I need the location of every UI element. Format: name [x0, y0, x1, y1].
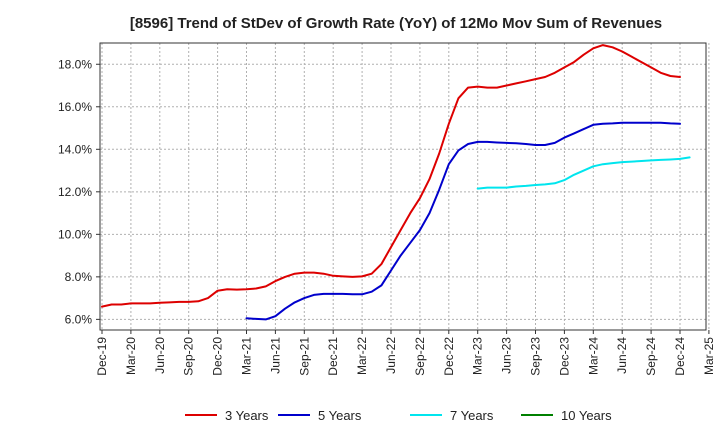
x-tick-label: Mar-20	[124, 337, 138, 375]
x-tick-label: Dec-21	[326, 337, 340, 376]
x-tick-label: Jun-24	[615, 337, 629, 374]
x-axis: Dec-19 Mar-20 Jun-20 Sep-20 Dec-20 Mar-21 Jun-…	[95, 330, 716, 376]
x-tick-label: Mar-23	[471, 337, 485, 375]
legend-label: 7 Years	[450, 408, 494, 423]
series-line-5-years	[245, 121, 681, 321]
chart-title: [8596] Trend of StDev of Growth Rate (Yo…	[130, 15, 662, 32]
legend-label: 3 Years	[225, 408, 269, 423]
x-tick-label: Mar-25	[702, 337, 716, 375]
x-tick-label: Dec-23	[557, 337, 571, 376]
x-tick-label: Dec-22	[442, 337, 456, 376]
x-tick-label: Dec-19	[95, 337, 109, 376]
x-tick-label: Sep-22	[413, 337, 427, 376]
y-tick-label: 14.0%	[58, 142, 92, 156]
y-tick-label: 6.0%	[65, 312, 93, 326]
legend-label: 5 Years	[318, 408, 362, 423]
x-tick-label: Mar-21	[240, 337, 254, 375]
y-tick-label: 8.0%	[65, 270, 93, 284]
series-lines	[101, 44, 691, 321]
plot-frame	[99, 42, 707, 331]
series-line-7-years	[476, 156, 691, 190]
y-tick-label: 12.0%	[58, 185, 92, 199]
legend-label: 10 Years	[561, 408, 612, 423]
series-line-3-years	[101, 44, 681, 308]
legend: 3 Years 5 Years 7 Years 10 Years	[185, 408, 612, 423]
x-tick-label: Mar-24	[586, 337, 600, 375]
gridlines	[100, 43, 710, 330]
x-tick-label: Sep-20	[182, 337, 196, 376]
x-tick-label: Jun-20	[153, 337, 167, 374]
x-tick-label: Jun-23	[500, 337, 514, 374]
x-tick-label: Jun-22	[384, 337, 398, 374]
y-tick-label: 18.0%	[58, 57, 92, 71]
y-tick-label: 10.0%	[58, 227, 92, 241]
x-tick-label: Dec-20	[211, 337, 225, 376]
y-tick-label: 16.0%	[58, 100, 92, 114]
x-tick-label: Sep-24	[644, 337, 658, 376]
x-tick-label: Dec-24	[673, 337, 687, 376]
x-tick-label: Sep-21	[297, 337, 311, 376]
x-tick-label: Sep-23	[529, 337, 543, 376]
y-axis: 6.0% 8.0% 10.0% 12.0% 14.0% 16.0% 18.0%	[58, 57, 100, 326]
x-tick-label: Jun-21	[268, 337, 282, 374]
x-tick-label: Mar-22	[355, 337, 369, 375]
